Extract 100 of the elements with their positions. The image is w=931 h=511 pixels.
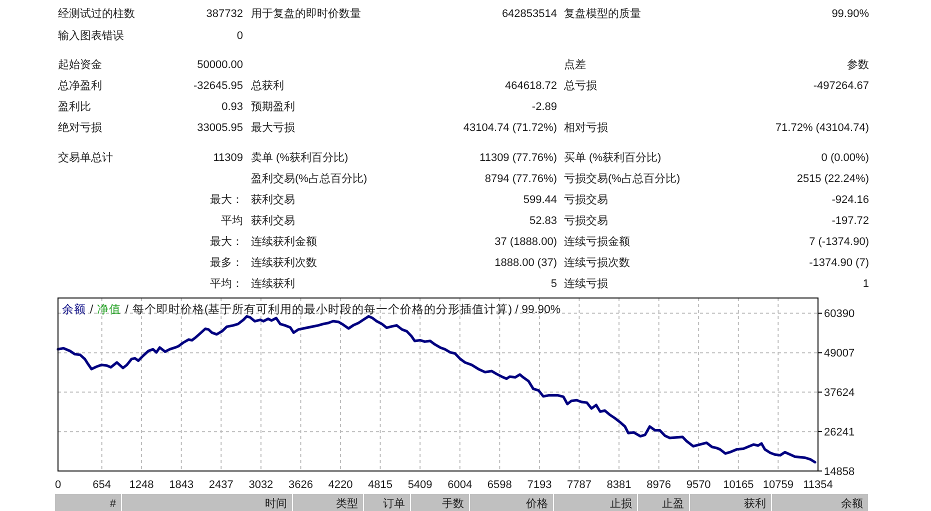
- text: 绝对亏损: [58, 120, 102, 134]
- line-series: [56, 315, 816, 464]
- text: 参数: [847, 58, 869, 71]
- text: 类型: [336, 496, 358, 510]
- x-tick-label: 3626: [288, 478, 313, 491]
- text: 连续获利次数: [251, 256, 317, 269]
- text: -1374.90 (7): [809, 256, 869, 269]
- text: 获利交易: [251, 214, 295, 227]
- text: 5: [550, 278, 557, 290]
- text: #: [110, 498, 117, 510]
- text: 获利: [744, 496, 766, 510]
- y-tick-label: 37624: [824, 386, 855, 399]
- text: 余额: [841, 496, 863, 510]
- text: -32645.95: [193, 80, 243, 92]
- x-tick-label: 0: [54, 478, 62, 491]
- y-tick-label: 60390: [824, 308, 855, 320]
- text: 43104.74 (71.72%): [463, 122, 557, 134]
- y-tick-label: 26241: [824, 426, 855, 438]
- text: 11309: [213, 152, 243, 164]
- text: 相对亏损: [564, 120, 608, 134]
- text: 1888.00 (37): [494, 256, 557, 269]
- text: 0.93: [222, 100, 243, 113]
- text: 经测试过的柱数: [58, 6, 135, 20]
- x-tick-label: 7787: [566, 478, 592, 491]
- x-tick-label: 6598: [487, 478, 512, 491]
- text: 止损: [610, 496, 632, 510]
- text: 最多：: [210, 256, 243, 269]
- text: 余额: [62, 302, 86, 316]
- x-tick-label: 6004: [448, 478, 472, 491]
- text: 复盘模型的质量: [564, 6, 641, 20]
- text: 99.90%: [832, 8, 870, 20]
- x-tick-label: 10759: [762, 478, 794, 491]
- text: -497264.67: [813, 80, 869, 92]
- text: 1: [862, 278, 869, 290]
- x-tick-label: 1248: [129, 478, 154, 491]
- text: 连续亏损金额: [564, 234, 630, 248]
- text: 卖单 (%获利百分比): [251, 150, 348, 164]
- text: 亏损交易(%占总百分比): [564, 172, 680, 185]
- text: 买单 (%获利百分比): [564, 150, 662, 164]
- x-tick-label: 654: [92, 478, 111, 491]
- text: 盈利比: [58, 100, 91, 113]
- text: 获利交易: [251, 192, 295, 206]
- text: 387732: [206, 8, 243, 20]
- text: 37 (1888.00): [494, 236, 557, 248]
- text: 50000.00: [197, 58, 243, 71]
- text: 预期盈利: [251, 100, 295, 113]
- text: 最大亏损: [251, 120, 295, 134]
- x-tick-label: 3032: [248, 478, 274, 491]
- text: 8794 (77.76%): [484, 172, 557, 185]
- text: 手数: [442, 496, 464, 510]
- text: 点差: [564, 58, 586, 71]
- text: 每个即时价格(基于所有可利用的最小时段的每一个价格的分形插值计算) / 99.90%: [132, 303, 561, 316]
- text: 连续亏损: [564, 276, 608, 290]
- x-tick-label: 5409: [408, 478, 432, 491]
- text: 总获利: [250, 78, 284, 92]
- x-tick-label: 7193: [527, 478, 552, 491]
- text: 连续获利: [251, 276, 295, 290]
- text: 平均: [221, 214, 243, 227]
- x-tick-label: 8381: [606, 478, 632, 491]
- x-tick-label: 8976: [646, 478, 672, 491]
- annotation: /: [90, 304, 94, 316]
- text: 最大：: [210, 234, 243, 248]
- annotation: /: [125, 304, 130, 316]
- text: 464618.72: [505, 80, 557, 92]
- text: 亏损交易: [564, 192, 608, 206]
- x-tick-label: 1843: [169, 478, 194, 491]
- x-tick-label: 2437: [208, 478, 234, 491]
- text: 时间: [265, 496, 287, 510]
- y-tick-label: 14858: [824, 466, 855, 478]
- y-tick-label: 49007: [824, 348, 855, 360]
- text: -924.16: [832, 194, 869, 206]
- text: 连续获利金额: [251, 234, 317, 248]
- legend-label: 净值: [97, 303, 122, 316]
- text: 33005.95: [197, 122, 243, 134]
- x-tick-label: 11354: [803, 478, 833, 491]
- text: 0: [236, 30, 243, 42]
- text: -2.89: [532, 100, 557, 113]
- text: 起始资金: [58, 58, 102, 71]
- x-tick-label: 10165: [723, 478, 754, 491]
- text: 最大：: [210, 192, 243, 206]
- text: 输入图表错误: [58, 28, 124, 42]
- text: 599.44: [523, 194, 557, 206]
- x-tick-label: 4220: [328, 478, 353, 491]
- text: 52.83: [529, 214, 557, 227]
- text: 2515 (22.24%): [796, 172, 869, 185]
- text: 亏损交易: [564, 214, 608, 227]
- x-tick-label: 9570: [686, 478, 711, 491]
- x-tick-label: 4815: [368, 478, 393, 491]
- text: 止盈: [662, 496, 684, 510]
- text: 订单: [383, 496, 405, 510]
- text: 0 (0.00%): [821, 152, 869, 164]
- text: 交易单总计: [58, 150, 113, 164]
- text: 71.72% (43104.74): [775, 122, 869, 134]
- text: 7 (-1374.90): [809, 236, 869, 248]
- text: 盈利交易(%占总百分比): [251, 172, 368, 185]
- text: 总亏损: [563, 78, 597, 92]
- text: 平均：: [210, 278, 243, 290]
- text: 连续亏损次数: [564, 256, 630, 269]
- text: 642853514: [502, 8, 557, 20]
- text: 11309 (77.76%): [480, 152, 557, 164]
